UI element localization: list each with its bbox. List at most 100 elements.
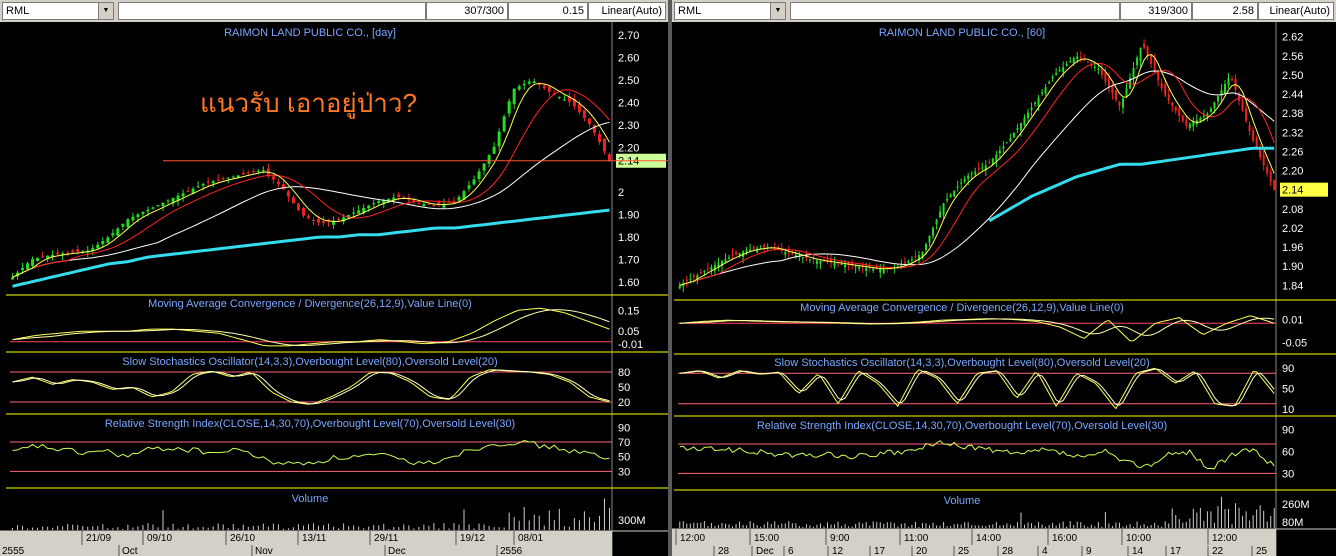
right-candle-body — [699, 271, 702, 274]
right-candle-body — [791, 253, 794, 255]
right-stoch-k-line — [679, 367, 1275, 410]
left-candle-body — [567, 96, 571, 102]
right-toolbar: RML ▼ 319/300 2.58 Linear(Auto) — [672, 0, 1336, 22]
right-candle-body — [1146, 46, 1149, 56]
left-chart-canvas[interactable]: RAIMON LAND PUBLIC CO., [day] 2.70 2.60 2.5… — [0, 0, 668, 556]
left-candle-body — [146, 209, 150, 212]
chevron-down-icon[interactable]: ▼ — [98, 3, 113, 19]
left-candle-body — [186, 190, 190, 192]
left-candle-body — [31, 259, 35, 266]
right-scale-mode[interactable]: Linear(Auto) — [1258, 2, 1334, 20]
left-date-group-label: Oct — [122, 546, 138, 556]
left-price-tick-label: 2.20 — [618, 142, 639, 154]
right-candle-body — [1048, 82, 1051, 84]
right-candle-body — [1245, 108, 1248, 121]
right-symbol-select[interactable]: RML ▼ — [674, 2, 786, 20]
left-candle-body — [427, 203, 431, 205]
left-candle-body — [312, 220, 316, 222]
left-candle-body — [547, 86, 551, 92]
right-candle-body — [685, 279, 688, 282]
left-candle-body — [417, 202, 421, 204]
right-candle-body — [921, 252, 924, 258]
right-candle-body — [1202, 115, 1205, 117]
right-date-label: 6 — [788, 546, 794, 556]
right-macd-title: Moving Average Convergence / Divergence(… — [800, 302, 1124, 314]
right-candle-body — [1209, 108, 1212, 113]
left-candle-body — [81, 251, 85, 253]
left-candle-body — [131, 216, 135, 221]
right-price-tick-label: 2.62 — [1282, 32, 1303, 44]
panel-separator[interactable] — [668, 0, 672, 556]
right-candle-body — [981, 167, 984, 169]
right-candle-body — [1027, 112, 1030, 118]
right-candle-body — [815, 260, 818, 264]
right-candle-body — [1238, 94, 1241, 101]
right-candle-body — [1019, 122, 1022, 131]
left-candle-body — [542, 85, 546, 89]
left-symbol-select[interactable]: RML ▼ — [2, 2, 114, 20]
left-date-label: 29/11 — [374, 533, 399, 544]
right-candle-body — [1174, 106, 1177, 111]
left-candle-body — [532, 81, 536, 84]
right-candle-body — [1181, 115, 1184, 122]
left-candle-body — [432, 205, 436, 207]
left-candle-body — [41, 256, 45, 258]
right-candle-body — [854, 266, 857, 268]
left-candle-body — [296, 203, 300, 211]
right-candle-body — [946, 198, 949, 201]
left-toolbar: RML ▼ 307/300 0.15 Linear(Auto) — [0, 0, 668, 22]
right-candle-body — [1044, 87, 1047, 94]
right-date-label: 9 — [1086, 546, 1092, 556]
left-candle-body — [502, 116, 506, 132]
right-candle-body — [1125, 88, 1128, 97]
left-candle-body — [497, 131, 501, 147]
left-candle-body — [557, 97, 561, 99]
right-candle-body — [1121, 98, 1124, 108]
right-candle-body — [1262, 154, 1265, 166]
left-stoch-tick-label: 50 — [618, 382, 630, 394]
left-macd-tick-label: 0.05 — [618, 326, 639, 338]
left-candle-body — [156, 205, 160, 207]
right-candle-body — [1185, 119, 1188, 126]
left-candle-body — [96, 244, 100, 249]
right-candle-body — [900, 265, 903, 267]
left-macd-signal-line — [12, 309, 610, 346]
right-candle-body — [1016, 127, 1019, 130]
left-candle-body — [392, 197, 396, 200]
left-date-group-label: 2555 — [2, 546, 25, 556]
right-candle-body — [970, 173, 973, 175]
right-candle-body — [1111, 85, 1114, 94]
left-candle-body — [291, 197, 295, 204]
right-price-tick-label: 2.50 — [1282, 70, 1303, 82]
left-date-label: 13/11 — [302, 533, 327, 544]
right-candle-body — [1090, 64, 1093, 66]
left-candle-body — [522, 83, 526, 86]
chevron-down-icon[interactable]: ▼ — [770, 3, 785, 19]
left-candle-body — [271, 176, 275, 180]
right-candle-body — [1206, 113, 1209, 117]
left-candle-body — [306, 216, 310, 218]
right-date-label: 25 — [958, 546, 970, 556]
right-price-tick-label: 2.08 — [1282, 204, 1303, 216]
right-candle-body — [1192, 121, 1195, 127]
left-rsi-tick-label: 50 — [618, 452, 630, 464]
right-candle-body — [773, 248, 776, 250]
right-time-label: 12:00 — [1212, 533, 1237, 544]
left-candle-body — [201, 184, 205, 186]
right-candle-body — [682, 283, 685, 287]
right-price-tick-label: 2.20 — [1282, 166, 1303, 178]
left-current-price-label: 2.14 — [618, 156, 639, 168]
right-macd-tick-label: 0.01 — [1282, 314, 1303, 326]
right-ma-slow-line — [679, 70, 1275, 286]
right-rsi-line — [679, 440, 1275, 470]
right-candle-body — [1079, 56, 1082, 59]
right-time-label: 15:00 — [754, 533, 779, 544]
left-date-label: 19/12 — [460, 533, 485, 544]
right-candle-body — [847, 261, 850, 266]
right-candle-body — [678, 285, 681, 289]
left-candle-body — [572, 98, 576, 107]
right-chart-canvas[interactable]: RAIMON LAND PUBLIC CO., [60] 2.62 2.56 2.50… — [672, 0, 1336, 556]
left-price-tick-label: 1.60 — [618, 277, 639, 289]
left-scale-mode[interactable]: Linear(Auto) — [588, 2, 666, 20]
left-candle-body — [507, 101, 511, 114]
